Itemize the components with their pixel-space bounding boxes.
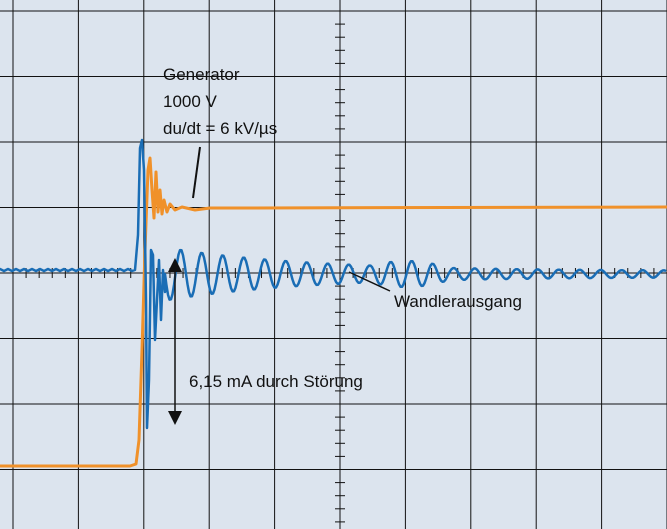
stoerung-label: 6,15 mA durch Störung (189, 372, 363, 391)
annotations: Generator 1000 V du/dt = 6 kV/µs Wandler… (163, 65, 522, 425)
wandler-pointer (348, 271, 391, 292)
generator-label-line-2: 1000 V (163, 92, 218, 111)
stoerung-amplitude-arrow (168, 258, 182, 425)
generator-trace (0, 156, 667, 468)
generator-pointer (192, 146, 201, 199)
generator-label-line-3: du/dt = 6 kV/µs (163, 119, 277, 138)
wandlerausgang-trace (0, 138, 667, 430)
generator-label-line-1: Generator (163, 65, 240, 84)
traces (0, 138, 667, 468)
wandler-label: Wandlerausgang (394, 292, 522, 311)
